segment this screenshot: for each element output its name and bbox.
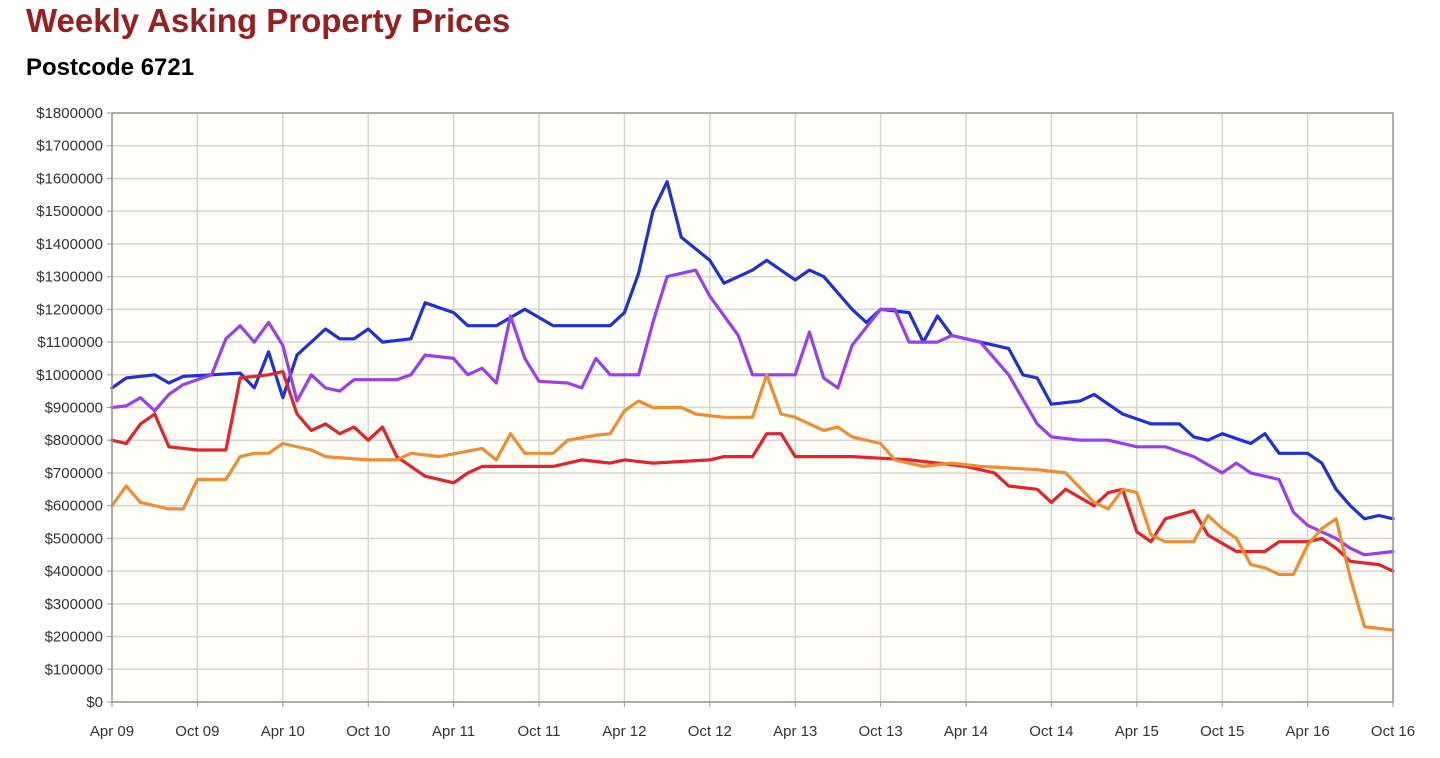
series-line-2 <box>110 268 1395 557</box>
x-tick-label: Oct 14 <box>1029 723 1073 740</box>
y-axis: $0 $100000 $200000 $300000 $400000 $500000 $60… <box>36 105 112 711</box>
y-tick-label: $500000 <box>45 530 103 547</box>
y-tick-label: $1200000 <box>36 301 103 318</box>
y-tick-label: $900000 <box>45 400 103 417</box>
x-tick-label: Oct 10 <box>346 723 390 740</box>
y-tick-label: $800000 <box>45 432 103 449</box>
series-group <box>110 180 1395 632</box>
x-tick-label: Apr 09 <box>90 723 134 740</box>
x-tick-label: Apr 11 <box>432 723 475 740</box>
x-tick-label: Apr 15 <box>1115 723 1159 740</box>
y-tick-label: $1500000 <box>36 203 103 220</box>
x-axis: Apr 09 Oct 09 Apr 10 Oct 10 Apr 11 Oct 11 Apr … <box>90 702 1415 740</box>
chart-subtitle: Postcode 6721 <box>26 54 195 81</box>
y-tick-label: $1400000 <box>36 236 103 253</box>
y-tick-label: $400000 <box>45 563 103 580</box>
y-tick-label: $1800000 <box>36 105 103 122</box>
x-tick-label: Apr 10 <box>261 723 305 740</box>
y-tick-label: $1100000 <box>37 334 103 351</box>
y-tick-label: $200000 <box>45 629 103 646</box>
plot-frame <box>111 112 1394 703</box>
x-tick-label: Apr 14 <box>944 723 988 740</box>
chart-title: Weekly Asking Property Prices <box>26 2 511 39</box>
series-line-3 <box>110 369 1395 573</box>
x-tick-label: Apr 13 <box>773 723 817 740</box>
x-tick-label: Apr 12 <box>602 723 646 740</box>
x-tick-label: Oct 16 <box>1371 723 1415 740</box>
x-tick-label: Oct 13 <box>859 723 903 740</box>
x-tick-label: Oct 15 <box>1200 723 1244 740</box>
y-tick-label: $0 <box>86 694 103 711</box>
y-tick-label: $600000 <box>45 498 103 515</box>
y-tick-label: $700000 <box>45 465 103 482</box>
y-tick-label: $100000 <box>45 661 103 678</box>
x-tick-label: Oct 09 <box>175 723 219 740</box>
x-tick-label: Oct 12 <box>688 723 732 740</box>
x-tick-label: Oct 11 <box>517 723 560 740</box>
y-tick-label: $1600000 <box>36 170 103 187</box>
y-tick-label: $1000000 <box>36 367 103 384</box>
y-tick-label: $1700000 <box>36 138 103 155</box>
series-line-4 <box>110 373 1395 632</box>
grid-lines <box>111 112 1394 703</box>
series-line-1 <box>110 180 1395 521</box>
y-tick-label: $300000 <box>45 596 103 613</box>
x-tick-label: Apr 16 <box>1285 723 1329 740</box>
y-tick-label: $1300000 <box>36 269 103 286</box>
